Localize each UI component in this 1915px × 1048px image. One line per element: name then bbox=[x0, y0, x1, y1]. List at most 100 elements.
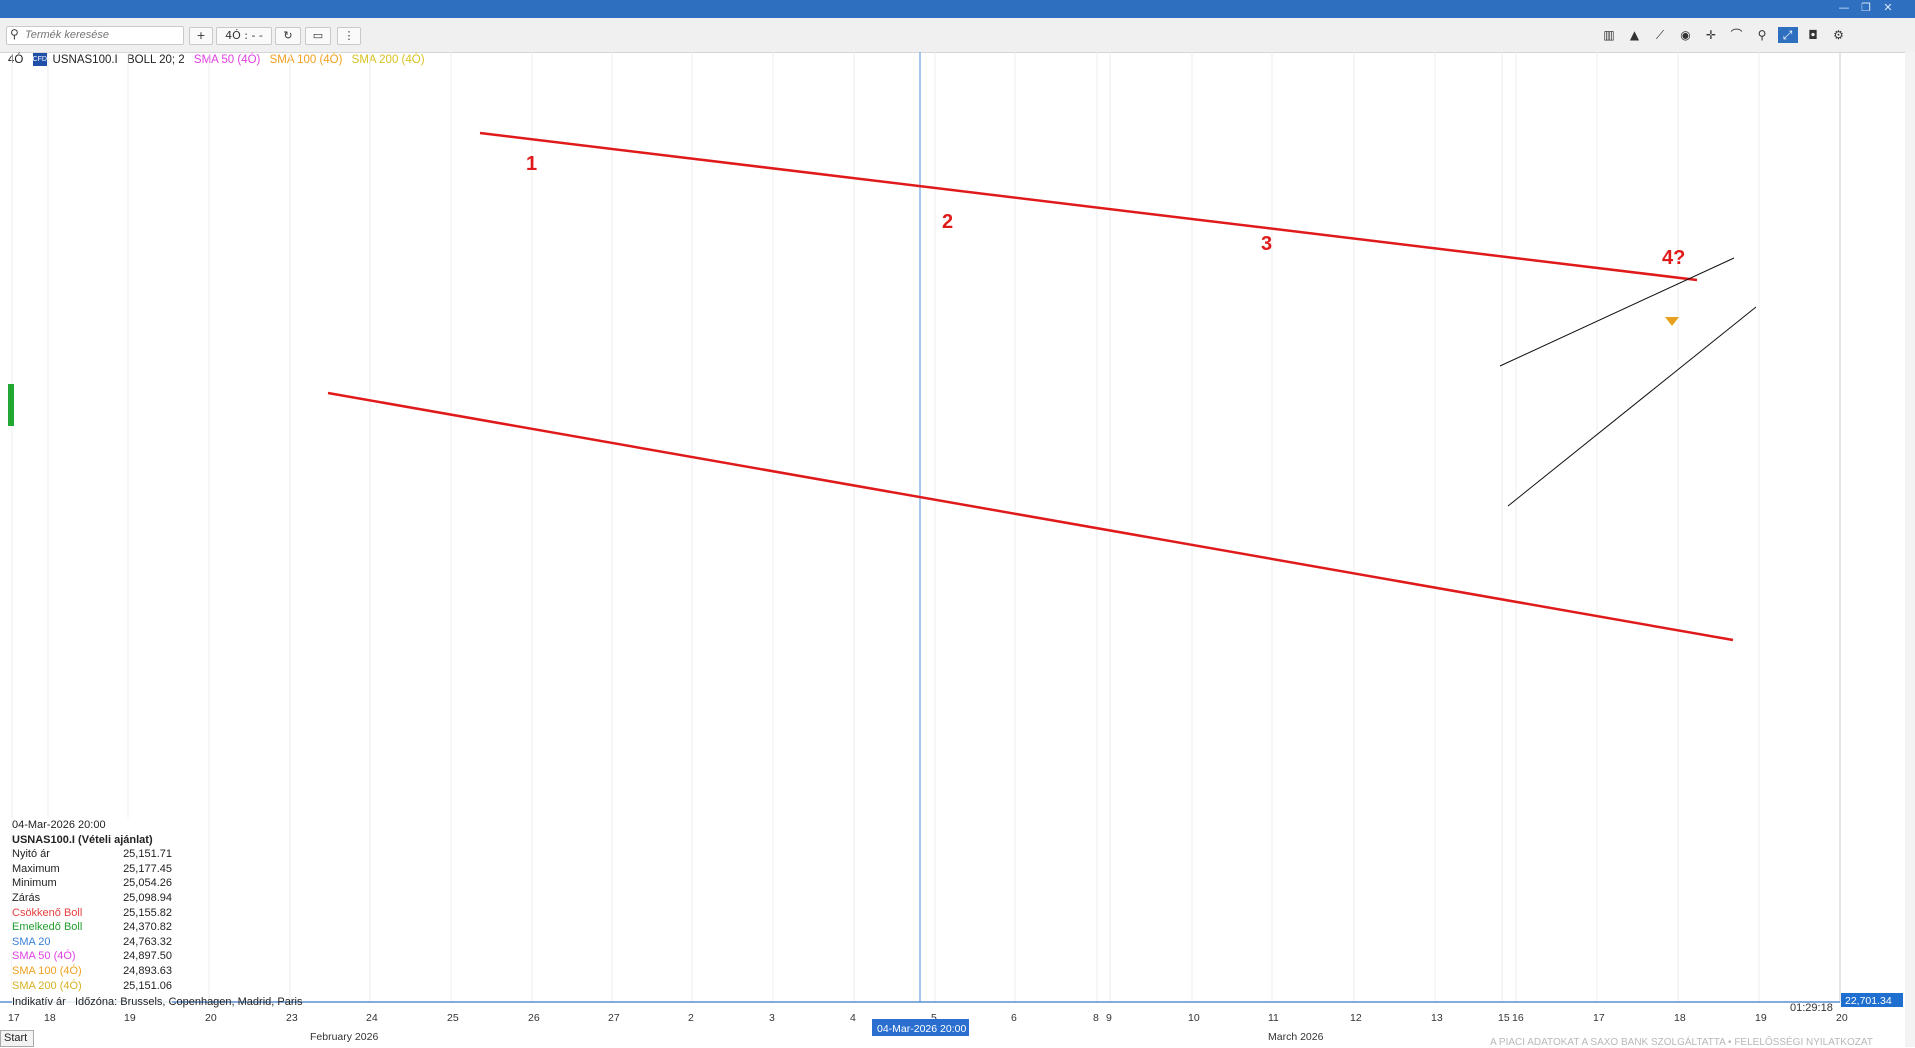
countdown-timer: 01:29:18 bbox=[1790, 1002, 1833, 1014]
trend-icon[interactable]: ⌒ bbox=[1730, 28, 1743, 42]
price-axis[interactable]: 25,500.0025,250.0025,000.0024,750.0024,5… bbox=[1839, 52, 1903, 1007]
title-bar: — ❐ ✕ bbox=[0, 0, 1915, 18]
expand-icon[interactable]: ⤢ bbox=[1777, 27, 1798, 43]
date-tick-label: 10 bbox=[1188, 1012, 1200, 1024]
infobox-value: 25,151.06 bbox=[123, 979, 172, 992]
date-tick-label: 19 bbox=[124, 1012, 136, 1024]
date-tick-label: 20 bbox=[1836, 1012, 1848, 1024]
legend-sma100[interactable]: SMA 100 (4Ó) bbox=[269, 53, 343, 66]
crosshair-icon[interactable]: ✛ bbox=[1705, 28, 1717, 42]
infobox-date: 04-Mar-2026 20:00 bbox=[12, 819, 106, 831]
infobox-label: Zárás bbox=[12, 891, 41, 904]
date-tick-label: 8 bbox=[1093, 1012, 1099, 1024]
time-axis[interactable]: 17 18 19 20 23 24 25 26 27 2 3 4 5 6 8 9 10 11 12 13 15 16 17 1… bbox=[0, 1001, 1848, 1043]
vertical-scrollbar[interactable] bbox=[1905, 52, 1915, 1047]
infobox-value: 25,155.82 bbox=[123, 906, 172, 919]
cursor-date-label: 04-Mar-2026 20:00 bbox=[877, 1023, 966, 1035]
close-icon[interactable]: ✕ bbox=[1883, 1, 1893, 14]
alert-marker-icon bbox=[1665, 317, 1679, 326]
date-tick-label: 6 bbox=[1011, 1012, 1017, 1024]
settings-icon[interactable]: ⚙ bbox=[1833, 28, 1844, 42]
wave-label-1: 1 bbox=[526, 153, 537, 175]
candle-body bbox=[8, 384, 14, 426]
infobox-row: Csökkenő Boll 25,155.82 bbox=[12, 906, 172, 921]
infobox-value: 25,151.71 bbox=[123, 848, 172, 861]
date-tick-label: 18 bbox=[1674, 1012, 1686, 1024]
date-tick-label: 17 bbox=[8, 1012, 20, 1024]
add-instrument-button[interactable]: + bbox=[189, 27, 213, 45]
infobox-row: Minimum 25,054.26 bbox=[12, 876, 172, 891]
date-tick-label: 13 bbox=[1431, 1012, 1443, 1024]
channel-upper-line bbox=[479, 131, 1698, 282]
search-icon: ⚲ bbox=[10, 27, 19, 41]
indicative-label: Indikatív ár bbox=[12, 996, 66, 1009]
infobox-label: SMA 20 bbox=[12, 935, 51, 948]
infobox-row: Zárás 25,098.94 bbox=[12, 891, 172, 906]
date-tick-label: 19 bbox=[1755, 1012, 1767, 1024]
date-tick-label: 23 bbox=[286, 1012, 298, 1024]
camera-icon[interactable]: ◘ bbox=[1808, 28, 1818, 42]
date-tick-label: 26 bbox=[528, 1012, 540, 1024]
trendline-drawings[interactable] bbox=[327, 131, 1757, 642]
cfd-badge-icon: CFD bbox=[32, 53, 47, 66]
date-tick-label: 17 bbox=[1593, 1012, 1605, 1024]
indicators-icon[interactable]: ▥ bbox=[1603, 28, 1615, 42]
infobox-label: Nyitó ár bbox=[12, 848, 50, 861]
date-tick-label: 18 bbox=[44, 1012, 56, 1024]
date-tick-label: 12 bbox=[1350, 1012, 1362, 1024]
wave-label-2: 2 bbox=[942, 211, 953, 233]
chart-type-icon[interactable]: ▲ bbox=[1629, 28, 1640, 42]
zoom-icon[interactable]: ⚲ bbox=[1757, 28, 1767, 42]
date-tick-label: 20 bbox=[205, 1012, 217, 1024]
date-tick-label: 16 bbox=[1512, 1012, 1524, 1024]
date-tick-label: 11 bbox=[1268, 1012, 1279, 1024]
bottom-price-badge bbox=[1841, 993, 1903, 1007]
layout-button[interactable]: ▭ bbox=[305, 27, 331, 45]
date-tick-label: 27 bbox=[608, 1012, 620, 1024]
wave-label-3: 3 bbox=[1261, 233, 1272, 255]
date-tick-label: 15 bbox=[1498, 1012, 1510, 1024]
product-search[interactable]: ⚲ bbox=[6, 26, 184, 45]
infobox-row: SMA 20 24,763.32 bbox=[12, 935, 172, 950]
search-input[interactable] bbox=[25, 28, 175, 41]
infobox-row: Nyitó ár 25,151.71 bbox=[12, 847, 172, 862]
infobox-row: Emelkedő Boll 24,370.82 bbox=[12, 920, 172, 935]
date-tick-label: 5 bbox=[931, 1012, 937, 1024]
wedge-lower-line bbox=[1507, 306, 1757, 507]
infobox-value: 24,763.32 bbox=[123, 935, 172, 948]
infobox-label: Maximum bbox=[12, 862, 60, 875]
wedge-upper-line bbox=[1499, 257, 1735, 367]
infobox-label: Csökkenő Boll bbox=[12, 906, 83, 919]
chart-legend: 4Ó CFD USNAS100.I BOLL 20; 2 SMA 50 (4Ó) … bbox=[8, 53, 431, 69]
timeframe-select[interactable]: 4Ó : - - bbox=[216, 27, 272, 45]
disclaimer-text[interactable]: A PIACI ADATOKAT A SAXO BANK SZOLGÁLTATT… bbox=[1490, 1037, 1873, 1048]
infobox-value: 24,370.82 bbox=[123, 921, 172, 934]
start-button[interactable]: Start bbox=[0, 1030, 34, 1047]
draw-line-icon[interactable]: ⟋ bbox=[1655, 28, 1665, 42]
minimize-icon[interactable]: — bbox=[1838, 1, 1850, 14]
legend-sma50[interactable]: SMA 50 (4Ó) bbox=[193, 53, 261, 66]
infobox-row: SMA 100 (4Ó) 24,893.63 bbox=[12, 964, 172, 979]
bottom-price-label: 22,701.34 bbox=[1845, 995, 1892, 1007]
infobox-value: 25,098.94 bbox=[123, 891, 172, 904]
month-label: March 2026 bbox=[1268, 1031, 1324, 1043]
restore-icon[interactable]: ❐ bbox=[1861, 1, 1871, 14]
infobox-row: SMA 50 (4Ó) 24,897.50 bbox=[12, 949, 172, 964]
chart-toolbar: ⚲ + 4Ó : - - ↻ ▭ ⋮ ▥ ▲ ⟋ ◉ ✛ ⌒ ⚲ ⤢ ◘ ⚙ bbox=[0, 18, 1915, 53]
infobox-value: 25,054.26 bbox=[123, 877, 172, 890]
legend-instrument[interactable]: USNAS100.I bbox=[52, 53, 118, 66]
month-label: February 2026 bbox=[310, 1031, 378, 1043]
infobox-value: 24,897.50 bbox=[123, 950, 172, 963]
eye-icon[interactable]: ◉ bbox=[1680, 28, 1691, 42]
data-window: 04-Mar-2026 20:00 USNAS100.I (Vételi ajá… bbox=[12, 818, 302, 1010]
date-tick-label: 4 bbox=[850, 1012, 856, 1024]
infobox-title: USNAS100.I (Vételi ajánlat) bbox=[12, 833, 153, 846]
infobox-row: Maximum 25,177.45 bbox=[12, 862, 172, 877]
date-tick-label: 25 bbox=[447, 1012, 459, 1024]
refresh-button[interactable]: ↻ bbox=[275, 27, 301, 45]
wave-label-4: 4? bbox=[1662, 247, 1685, 269]
more-options-button[interactable]: ⋮ bbox=[337, 27, 361, 45]
legend-boll[interactable]: BOLL 20; 2 bbox=[126, 53, 185, 66]
wave-annotations: 1 2 3 4? bbox=[526, 153, 1685, 269]
